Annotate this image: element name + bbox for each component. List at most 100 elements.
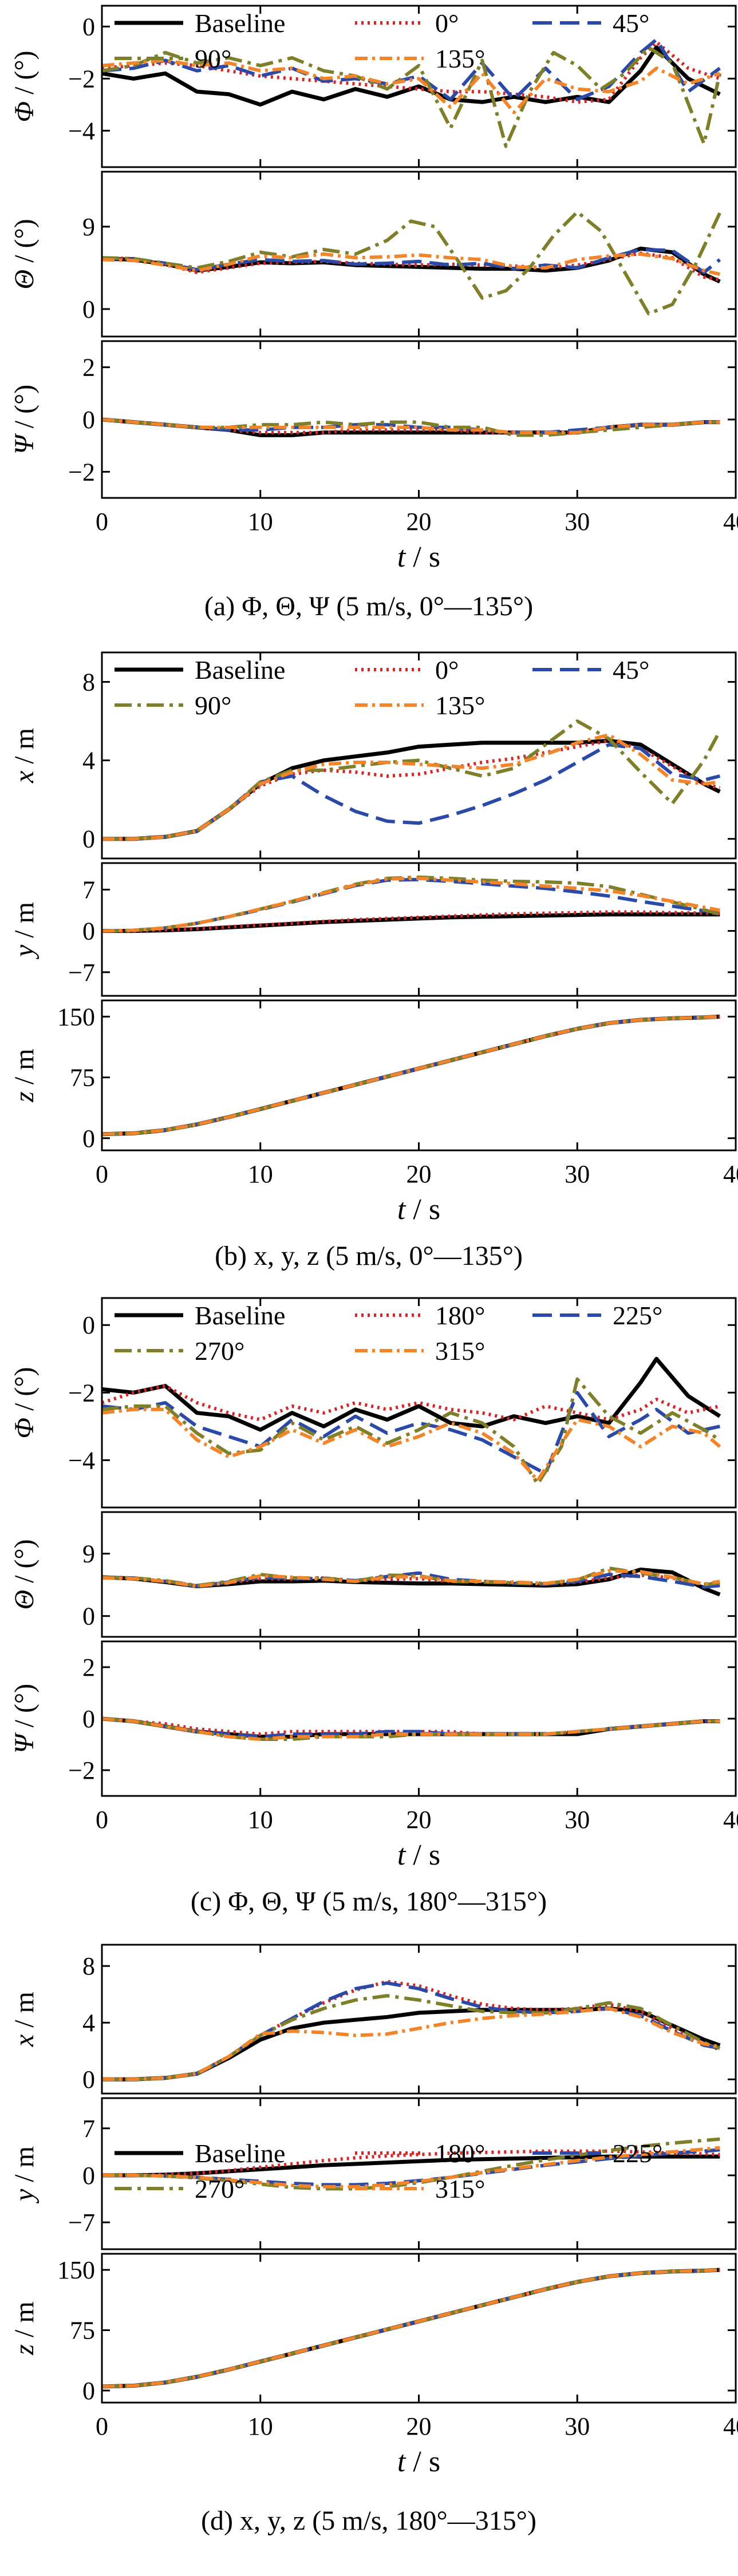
y-tick-label: −2	[68, 65, 95, 93]
y-tick-label: −7	[68, 959, 95, 987]
series-line-Baseline	[102, 2006, 721, 2082]
panel-z: 0 75 150 z / m	[9, 2253, 737, 2405]
legend-label-45°: 45°	[613, 655, 649, 684]
series-line-45°	[102, 38, 721, 101]
x-axis-label: t / s	[397, 1193, 440, 1226]
y-tick-label: 7	[82, 876, 95, 904]
panel-Ψ: −2 0 2 Ψ / (°)	[9, 1640, 737, 1797]
y-tick-label: 0	[82, 2377, 95, 2405]
series-line-Baseline	[102, 912, 720, 933]
chart-d-position-180-315: 0 4 8 x / m −7 0 7 y / m 0 75 150 z / m 0 10 20 30 40 t /…	[9, 1944, 738, 2536]
legend-label-Baseline: Baseline	[195, 655, 285, 684]
series-line-180°	[102, 2149, 720, 2177]
y-tick-label: 0	[82, 1705, 95, 1733]
x-tick-label: 10	[248, 1806, 273, 1834]
x-tick-label: 30	[565, 508, 590, 536]
panel-frame	[101, 862, 737, 997]
y-tick-label: −4	[68, 1446, 95, 1474]
legend: Baseline 180° 225° 270° 315°	[115, 1301, 662, 1366]
panel-frame	[101, 1944, 737, 2095]
figure-caption: (d) x, y, z (5 m/s, 180°—315°)	[201, 2506, 536, 2536]
y-axis-label: y / m	[9, 902, 40, 960]
x-tick-label: 40	[723, 1806, 738, 1834]
legend-label-315°: 315°	[435, 2174, 485, 2203]
panel-Ψ: −2 0 2 Ψ / (°)	[9, 340, 737, 499]
x-tick-label: 0	[96, 1160, 108, 1188]
series-group	[102, 719, 721, 841]
x-tick-label: 20	[407, 2412, 432, 2440]
y-tick-label: 0	[82, 295, 95, 323]
y-tick-label: 75	[70, 2317, 95, 2345]
figure-caption: (b) x, y, z (5 m/s, 0°—135°)	[215, 1241, 523, 1271]
y-tick-label: 4	[82, 747, 95, 775]
y-tick-label: 75	[70, 1064, 95, 1092]
panel-frame	[101, 1511, 737, 1638]
series-group	[102, 1356, 721, 1486]
y-axis-label: x / m	[9, 1992, 40, 2047]
y-tick-label: 0	[82, 825, 95, 853]
series-line-225°	[102, 1571, 720, 1589]
y-tick-label: 0	[82, 917, 95, 945]
figure-caption: (c) Φ, Θ, Ψ (5 m/s, 180°—315°)	[191, 1886, 547, 1917]
y-axis-label: y / m	[9, 2146, 40, 2204]
x-axis-label: t / s	[397, 2446, 440, 2478]
series-line-270°	[102, 2268, 720, 2388]
legend-label-90°: 90°	[195, 44, 231, 73]
panel-frame	[101, 1640, 737, 1797]
series-line-225°	[102, 2148, 720, 2187]
y-axis-label: z / m	[9, 2301, 40, 2355]
y-tick-label: −4	[68, 117, 95, 145]
legend-label-Baseline: Baseline	[195, 2139, 285, 2168]
series-line-0°	[102, 1015, 720, 1136]
legend-label-135°: 135°	[435, 691, 485, 720]
series-line-Baseline	[102, 45, 721, 107]
x-tick-label: 10	[248, 1160, 273, 1188]
series-line-0°	[102, 251, 720, 282]
y-tick-label: 0	[82, 406, 95, 434]
series-group	[102, 1014, 720, 1137]
y-tick-label: 2	[82, 354, 95, 382]
series-group	[102, 417, 720, 437]
series-line-Baseline	[102, 2268, 720, 2389]
x-axis-label: t / s	[397, 1839, 440, 1871]
x-tick-label: 30	[565, 1160, 590, 1188]
x-tick-label: 20	[407, 1806, 432, 1834]
panel-x: 0 4 8 x / m	[9, 651, 737, 860]
series-line-135°	[102, 1015, 720, 1136]
x-tick-label: 30	[565, 2412, 590, 2440]
series-line-135°	[102, 58, 721, 114]
panel-Θ: 0 9 Θ / (°)	[9, 171, 737, 338]
legend-label-270°: 270°	[195, 1336, 244, 1366]
legend: Baseline 0° 45° 90° 135°	[115, 655, 649, 720]
y-tick-label: 8	[82, 668, 95, 696]
series-group	[102, 1716, 720, 1741]
panel-z: 0 75 150 z / m	[9, 999, 737, 1153]
legend-label-180°: 180°	[435, 1301, 485, 1330]
legend-label-0°: 0°	[435, 655, 459, 684]
series-line-90°	[102, 210, 722, 315]
series-line-Baseline	[102, 1014, 720, 1137]
panel-y: −7 0 7 y / m	[9, 862, 737, 997]
y-axis-label: z / m	[9, 1048, 40, 1102]
legend-label-Baseline: Baseline	[195, 1301, 285, 1330]
y-axis-label: Φ / (°)	[9, 50, 40, 122]
series-line-135°	[102, 252, 720, 276]
figure-caption: (a) Φ, Θ, Ψ (5 m/s, 0°—135°)	[204, 591, 533, 622]
x-tick-label: 10	[248, 2412, 273, 2440]
y-tick-label: 9	[82, 1540, 95, 1568]
series-group	[102, 1980, 721, 2082]
legend: Baseline 180° 225° 270° 315°	[115, 2139, 662, 2203]
series-line-135°	[102, 418, 720, 434]
x-tick-label: 0	[96, 1806, 108, 1834]
y-axis-label: Θ / (°)	[9, 219, 40, 289]
series-line-45°	[102, 877, 720, 933]
y-tick-label: 7	[82, 2115, 95, 2143]
series-line-135°	[102, 876, 720, 933]
legend-label-225°: 225°	[613, 1301, 662, 1330]
chart-b-position-0-135: 0 4 8 x / m −7 0 7 y / m 0 75 150 z / m 0 10 20 30 40 t /…	[9, 651, 738, 1271]
y-tick-label: 9	[82, 213, 95, 241]
panel-x: 0 4 8 x / m	[9, 1944, 737, 2095]
panel-frame	[101, 340, 737, 499]
